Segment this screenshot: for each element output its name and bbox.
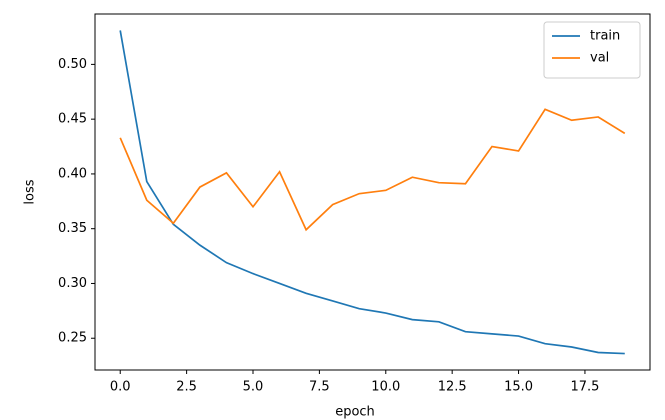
x-tick-label: 12.5	[438, 380, 467, 395]
x-tick-label: 10.0	[371, 380, 400, 395]
line-series	[119, 30, 625, 355]
y-tick-label: 0.45	[58, 112, 87, 127]
legend-label: train	[590, 29, 620, 44]
y-tick-label: 0.40	[58, 166, 87, 181]
y-axis-label: loss	[23, 179, 38, 204]
x-axis-label: epoch	[335, 405, 375, 420]
x-tick-label: 2.5	[176, 380, 197, 395]
y-tick-label: 0.30	[58, 276, 87, 291]
x-tick-label: 17.5	[570, 380, 599, 395]
x-tick-label: 5.0	[243, 380, 264, 395]
y-tick-label: 0.35	[58, 221, 87, 236]
x-tick-label: 15.0	[504, 380, 533, 395]
x-tick-label: 7.5	[309, 380, 330, 395]
y-tick-label: 0.50	[58, 57, 87, 72]
line-series	[119, 108, 626, 232]
y-tick-label: 0.25	[58, 331, 87, 346]
x-tick-label: 0.0	[110, 380, 131, 395]
legend-label: val	[590, 51, 609, 66]
